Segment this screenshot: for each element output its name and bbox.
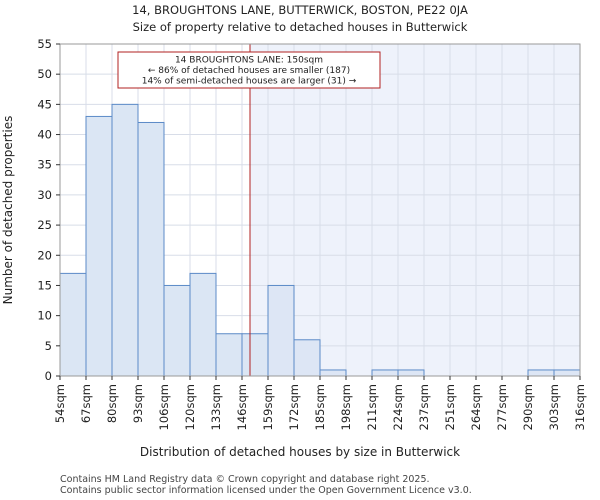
histogram-bar — [397, 369, 425, 377]
chart-subtitle: Size of property relative to detached ho… — [133, 20, 468, 34]
histogram-bar — [215, 333, 243, 377]
x-tick-label: 172sqm — [287, 384, 301, 430]
histogram-bar — [241, 333, 269, 377]
x-tick-label: 251sqm — [443, 384, 457, 430]
chart-title: 14, BROUGHTONS LANE, BUTTERWICK, BOSTON,… — [132, 3, 468, 17]
x-tick-label: 93sqm — [131, 384, 145, 423]
annotation-line-1: 14 BROUGHTONS LANE: 150sqm — [175, 56, 323, 66]
histogram-bar — [85, 115, 113, 377]
y-tick-label: 50 — [37, 67, 52, 81]
histogram-bar — [189, 272, 217, 377]
annotation-line-3: 14% of semi-detached houses are larger (… — [142, 77, 357, 87]
y-tick-label: 10 — [37, 309, 52, 323]
x-tick-label: 106sqm — [157, 384, 171, 430]
histogram-bar — [371, 369, 399, 377]
y-tick-label: 5 — [45, 339, 52, 353]
x-tick-label: 67sqm — [79, 384, 93, 423]
larger-region-shade — [250, 44, 580, 376]
x-tick-label: 211sqm — [365, 384, 379, 430]
x-tick-label: 198sqm — [339, 384, 353, 430]
x-tick-label: 237sqm — [417, 384, 431, 430]
x-tick-label: 54sqm — [53, 384, 67, 423]
x-tick-label: 146sqm — [235, 384, 249, 430]
annotation-line-2: ← 86% of detached houses are smaller (18… — [148, 66, 350, 76]
x-tick-label: 80sqm — [105, 384, 119, 423]
histogram-bar — [319, 369, 347, 377]
y-tick-label: 20 — [37, 248, 52, 262]
histogram-bar — [553, 369, 581, 377]
y-tick-label: 25 — [37, 218, 52, 232]
histogram-bar — [293, 339, 321, 377]
x-tick-label: 159sqm — [261, 384, 275, 430]
x-tick-label: 316sqm — [573, 384, 587, 430]
histogram-bar — [527, 369, 555, 377]
annotation-border — [117, 51, 381, 89]
x-tick-label: 290sqm — [521, 384, 535, 430]
histogram-bar — [163, 284, 191, 377]
x-tick-label: 277sqm — [495, 384, 509, 430]
y-axis-ticks: 0 5 10 15 20 25 30 35 40 45 50 55 — [37, 37, 60, 383]
histogram-bar — [59, 272, 87, 377]
x-tick-label: 185sqm — [313, 384, 327, 430]
x-axis-ticks: 54sqm 67sqm 80sqm 93sqm 106sqm 120sqm 133sqm 14… — [53, 376, 587, 430]
footer-line-2: Contains public sector information licen… — [60, 485, 472, 496]
x-tick-label: 303sqm — [547, 384, 561, 430]
histogram-bar — [111, 103, 139, 377]
x-tick-label: 133sqm — [209, 384, 223, 430]
y-tick-label: 0 — [45, 369, 52, 383]
x-axis-label: Distribution of detached houses by size … — [140, 445, 460, 459]
annotation-box: 14 BROUGHTONS LANE: 150sqm ← 86% of deta… — [117, 51, 381, 89]
y-tick-label: 15 — [37, 278, 52, 292]
y-tick-label: 30 — [37, 188, 52, 202]
histogram-bar — [137, 121, 165, 377]
bars-group — [59, 103, 581, 377]
footer-line-1: Contains HM Land Registry data © Crown c… — [60, 474, 430, 485]
y-tick-label: 40 — [37, 128, 52, 142]
histogram-bar — [267, 284, 295, 377]
y-axis-label: Number of detached properties — [1, 116, 15, 305]
y-tick-label: 35 — [37, 158, 52, 172]
x-tick-label: 224sqm — [391, 384, 405, 430]
x-tick-label: 120sqm — [183, 384, 197, 430]
x-tick-label: 264sqm — [469, 384, 483, 430]
y-tick-label: 45 — [37, 97, 52, 111]
y-tick-label: 55 — [37, 37, 52, 51]
